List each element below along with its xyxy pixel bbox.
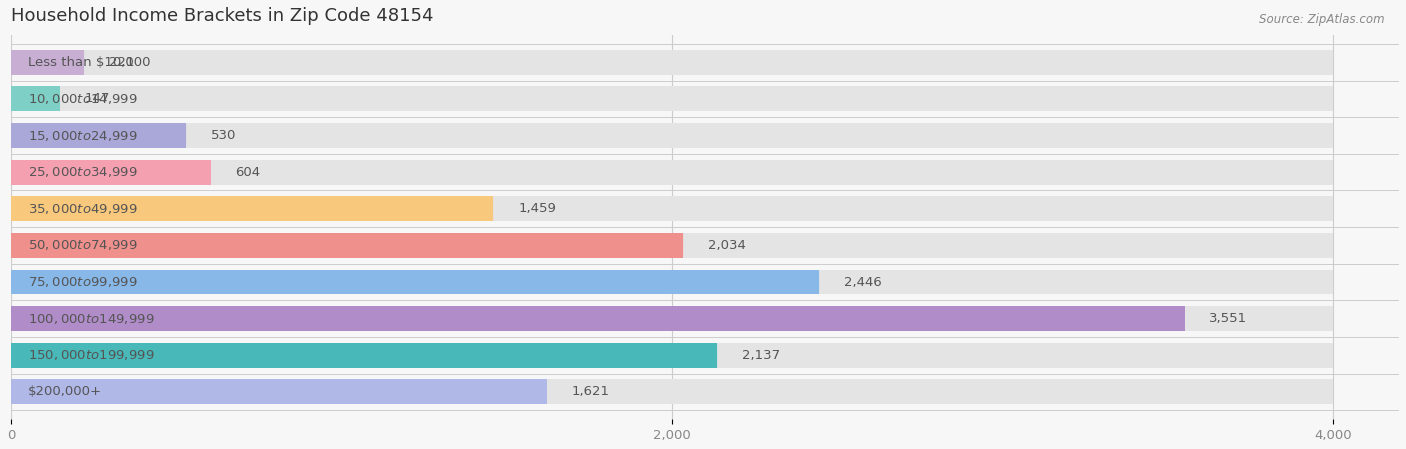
Text: Less than $10,000: Less than $10,000 <box>28 56 150 69</box>
Bar <box>11 87 1333 111</box>
Text: Source: ZipAtlas.com: Source: ZipAtlas.com <box>1260 13 1385 26</box>
Bar <box>11 87 59 111</box>
Text: 1,621: 1,621 <box>572 385 610 398</box>
Text: 3,551: 3,551 <box>1209 312 1247 325</box>
Bar <box>11 196 1333 221</box>
Text: 604: 604 <box>236 166 260 179</box>
Bar <box>11 306 1185 331</box>
Bar <box>11 343 1333 368</box>
Bar <box>11 269 1333 295</box>
Text: $150,000 to $199,999: $150,000 to $199,999 <box>28 348 155 362</box>
Text: 221: 221 <box>110 56 135 69</box>
Text: 147: 147 <box>84 92 110 106</box>
Bar <box>11 343 717 368</box>
Bar <box>11 306 1333 331</box>
Text: $35,000 to $49,999: $35,000 to $49,999 <box>28 202 138 216</box>
Bar <box>11 269 820 295</box>
Bar <box>11 379 547 404</box>
Bar <box>11 50 1333 75</box>
Text: $100,000 to $149,999: $100,000 to $149,999 <box>28 312 155 326</box>
Text: $200,000+: $200,000+ <box>28 385 101 398</box>
Text: 1,459: 1,459 <box>519 202 555 215</box>
Bar <box>11 233 1333 258</box>
Text: $10,000 to $14,999: $10,000 to $14,999 <box>28 92 138 106</box>
Text: 2,034: 2,034 <box>709 239 747 252</box>
Bar <box>11 160 211 185</box>
Bar <box>11 196 494 221</box>
Bar <box>11 123 1333 148</box>
Text: 2,446: 2,446 <box>845 276 882 289</box>
Bar <box>11 50 84 75</box>
Bar <box>11 379 1333 404</box>
Text: 530: 530 <box>211 129 236 142</box>
Text: Household Income Brackets in Zip Code 48154: Household Income Brackets in Zip Code 48… <box>11 7 433 25</box>
Text: $75,000 to $99,999: $75,000 to $99,999 <box>28 275 138 289</box>
Text: 2,137: 2,137 <box>742 349 780 362</box>
Text: $50,000 to $74,999: $50,000 to $74,999 <box>28 238 138 252</box>
Text: $15,000 to $24,999: $15,000 to $24,999 <box>28 128 138 142</box>
Bar <box>11 233 683 258</box>
Text: $25,000 to $34,999: $25,000 to $34,999 <box>28 165 138 179</box>
Bar <box>11 160 1333 185</box>
Bar <box>11 123 186 148</box>
